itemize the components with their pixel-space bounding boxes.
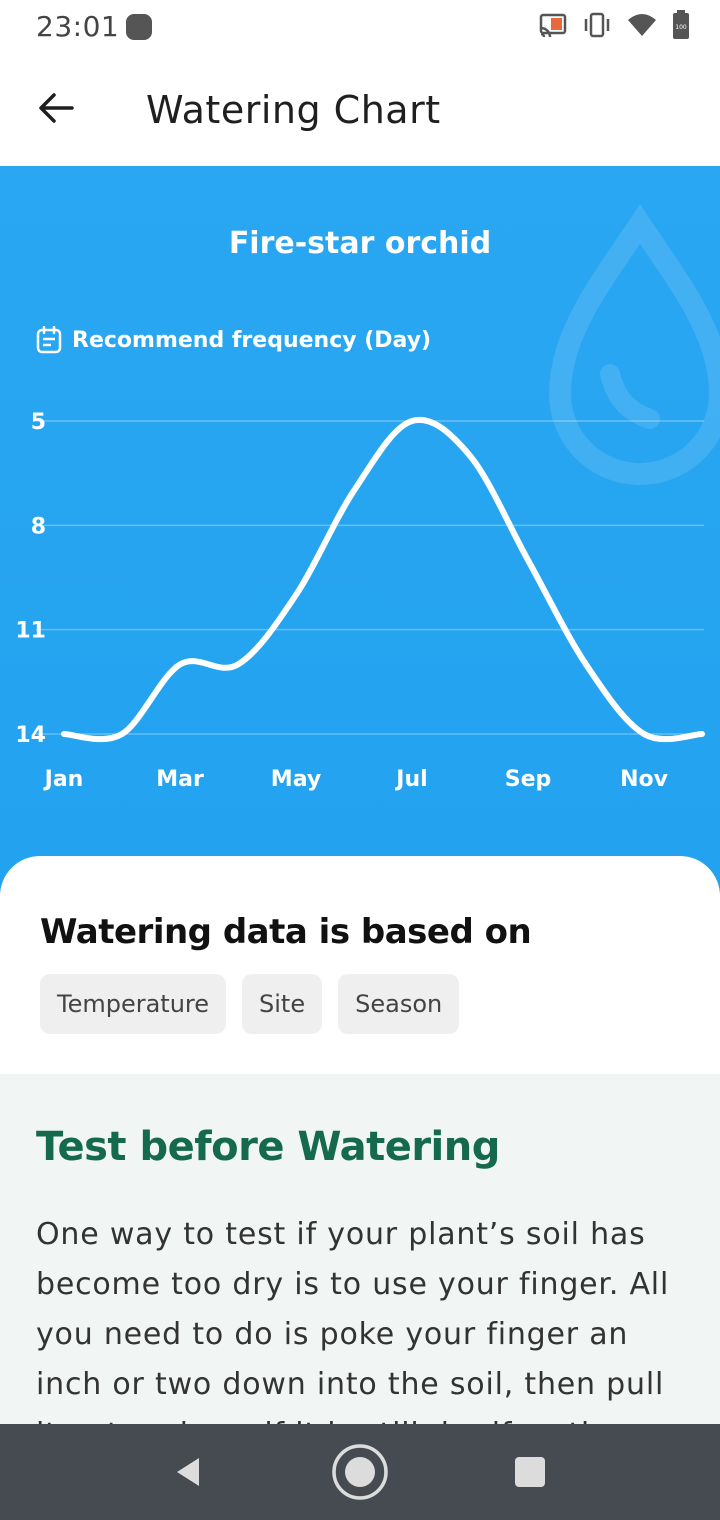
nav-recents-button[interactable] — [500, 1442, 560, 1502]
plant-name: Fire-star orchid — [228, 226, 492, 261]
y-tick-label: 5 — [31, 410, 46, 435]
svg-text:100: 100 — [675, 24, 687, 31]
y-tick-label: 8 — [31, 514, 46, 539]
x-axis: Jan Mar May Jul Sep Nov — [43, 767, 669, 792]
nav-recents-icon — [515, 1457, 545, 1487]
nav-back-icon — [177, 1458, 199, 1486]
frequency-label: Recommend frequency (Day) — [36, 326, 431, 354]
vibrate-icon — [584, 12, 610, 38]
based-on-card: Watering data is based on Temperature Si… — [0, 856, 720, 1076]
based-on-title: Watering data is based on — [40, 912, 532, 952]
chart-panel: Fire-star orchid Recommend frequency (Da… — [0, 166, 720, 906]
status-time: 23:01 — [36, 10, 120, 43]
system-nav-bar — [0, 1424, 720, 1520]
cast-icon — [539, 13, 567, 38]
page-title: Watering Chart — [146, 88, 441, 132]
status-icons: 100 — [538, 10, 690, 40]
arrow-left-icon — [39, 93, 74, 123]
chip-temperature[interactable]: Temperature — [40, 974, 227, 1034]
x-tick-label: May — [271, 767, 321, 792]
chip-season[interactable]: Season — [338, 974, 460, 1034]
nav-home-icon — [332, 1444, 388, 1500]
nav-back-button[interactable] — [158, 1442, 218, 1502]
calendar-icon — [36, 326, 62, 354]
x-tick-label: Mar — [156, 767, 204, 792]
based-on-chips: Temperature Site Season — [40, 974, 460, 1034]
tip-body: One way to test if your plant’s soil has… — [36, 1217, 670, 1424]
chip-site[interactable]: Site — [242, 974, 323, 1034]
chart-grid — [36, 420, 704, 735]
watering-chart: 5 8 11 14 Jan Mar May Jul Sep Nov — [15, 410, 705, 792]
back-button[interactable] — [26, 78, 86, 138]
status-bar: 23:01 100 — [0, 0, 720, 56]
wifi-icon — [628, 14, 656, 36]
x-tick-label: Jul — [394, 767, 427, 792]
x-tick-label: Jan — [43, 767, 84, 792]
notification-icon — [126, 14, 152, 40]
y-axis: 5 8 11 14 — [15, 410, 46, 748]
app-bar: Watering Chart — [0, 56, 720, 166]
nav-home-button[interactable] — [330, 1442, 390, 1502]
x-tick-label: Nov — [620, 767, 669, 792]
battery-icon: 100 — [673, 10, 689, 39]
x-tick-label: Sep — [505, 767, 552, 792]
frequency-label-text: Recommend frequency (Day) — [72, 327, 432, 353]
tip-title: Test before Watering — [36, 1124, 500, 1170]
tip-section: Test before Watering One way to test if … — [0, 1074, 720, 1424]
series-line — [61, 416, 705, 743]
y-tick-label: 14 — [15, 723, 46, 748]
water-drop-icon — [548, 204, 720, 485]
y-tick-label: 11 — [15, 619, 46, 644]
